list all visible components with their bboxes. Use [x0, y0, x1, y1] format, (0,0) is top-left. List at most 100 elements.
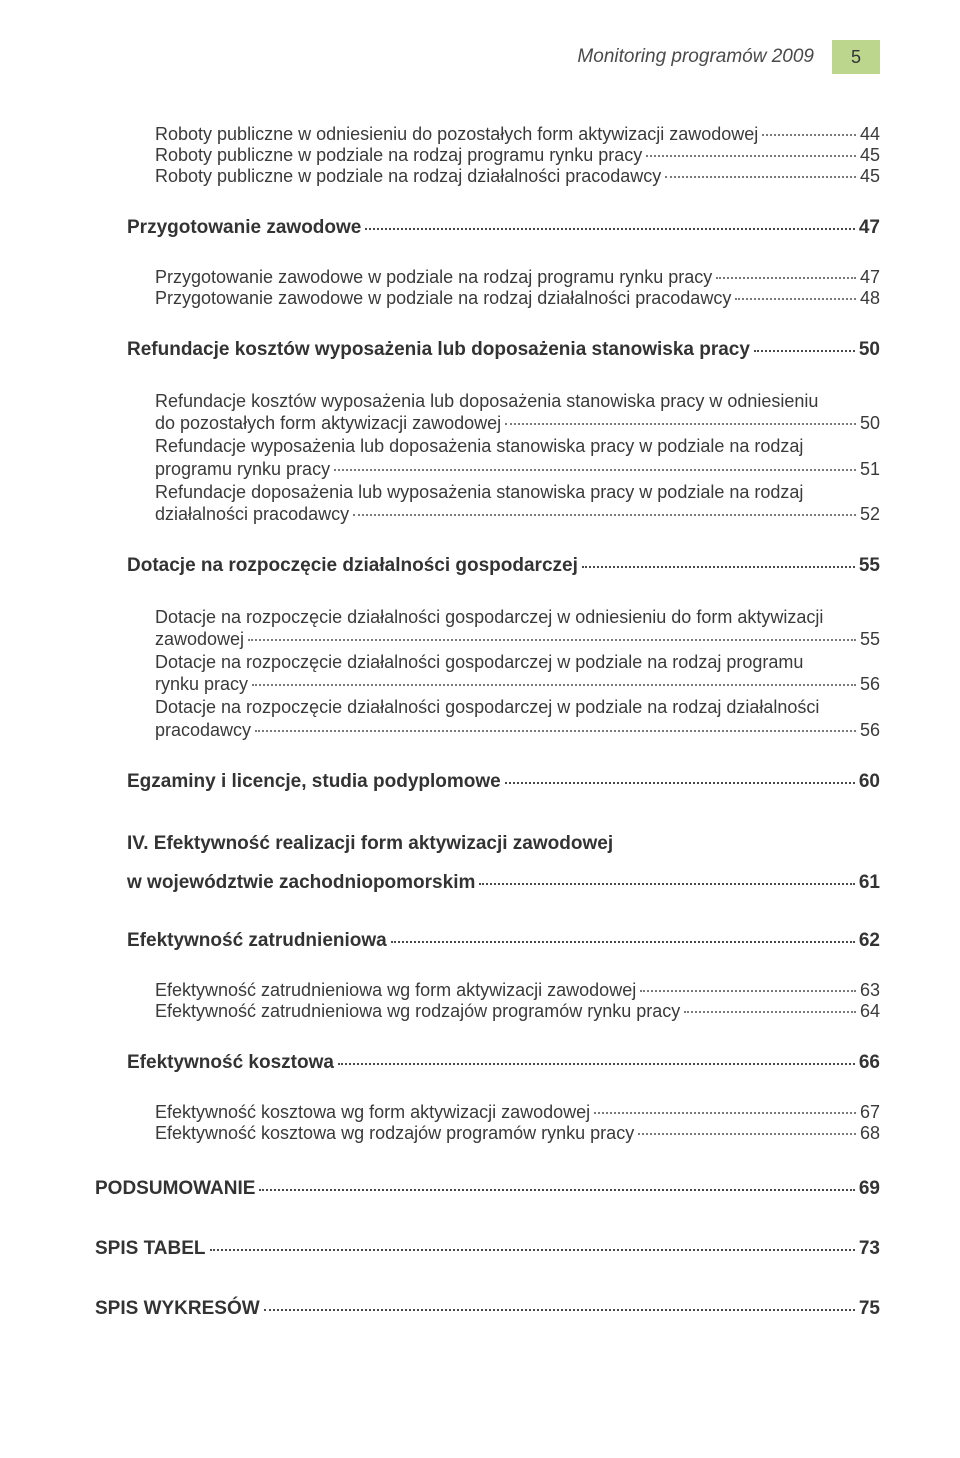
- toc-group: Refundacje kosztów wyposażenia lub dopos…: [95, 309, 880, 367]
- toc-page-number: 44: [860, 124, 880, 145]
- toc-label: Refundacje kosztów wyposażenia lub dopos…: [127, 339, 750, 361]
- toc-group: Egzaminy i licencje, studia podyplomowe 6…: [95, 741, 880, 799]
- toc-leader-dots: [210, 1249, 855, 1251]
- toc-label: programu rynku pracy: [155, 459, 330, 480]
- toc-entry: Refundacje kosztów wyposażenia lub dopos…: [155, 389, 880, 434]
- toc-label: Roboty publiczne w podziale na rodzaj pr…: [155, 145, 642, 166]
- toc-page-number: 48: [860, 288, 880, 309]
- toc-page-number: 60: [859, 771, 880, 793]
- toc-entry: Przygotowanie zawodowe w podziale na rod…: [155, 288, 880, 309]
- toc-label: działalności pracodawcy: [155, 504, 349, 525]
- toc-group: Efektywność kosztowa 66: [95, 1022, 880, 1080]
- toc-page-number: 50: [859, 339, 880, 361]
- toc-entry: Dotacje na rozpoczęcie działalności gosp…: [155, 650, 880, 695]
- toc-entry: Efektywność zatrudnieniowa wg form aktyw…: [155, 980, 880, 1001]
- toc-label: Przygotowanie zawodowe w podziale na rod…: [155, 288, 731, 309]
- toc-page-number: 73: [859, 1238, 880, 1260]
- toc-page-number: 63: [860, 980, 880, 1001]
- toc-label: Efektywność zatrudnieniowa wg form aktyw…: [155, 980, 636, 1001]
- toc-entry: Przygotowanie zawodowe w podziale na rod…: [155, 267, 880, 288]
- toc-page-number: 62: [859, 930, 880, 952]
- toc-entry: IV. Efektywność realizacji form aktywiza…: [95, 829, 880, 858]
- toc-label: Efektywność kosztowa: [127, 1052, 334, 1074]
- toc-group: Roboty publiczne w odniesieniu do pozost…: [95, 124, 880, 187]
- toc-page-number: 56: [860, 720, 880, 741]
- header-title: Monitoring programów 2009: [577, 46, 814, 68]
- toc-page-number: 45: [860, 166, 880, 187]
- toc-entry: SPIS TABEL73: [95, 1238, 880, 1260]
- toc-label: Dotacje na rozpoczęcie działalności gosp…: [155, 650, 880, 674]
- toc-entry: Efektywność kosztowa 66: [95, 1052, 880, 1074]
- toc-label: rynku pracy: [155, 674, 248, 695]
- toc-leader-dots: [665, 176, 856, 178]
- toc-entry: Roboty publiczne w odniesieniu do pozost…: [155, 124, 880, 145]
- toc-leader-dots: [248, 639, 856, 641]
- toc-entry: Dotacje na rozpoczęcie działalności gosp…: [95, 555, 880, 577]
- toc-entry: PODSUMOWANIE69: [95, 1178, 880, 1200]
- toc-label: Refundacje wyposażenia lub doposażenia s…: [155, 434, 880, 458]
- toc-page-number: 55: [859, 555, 880, 577]
- toc-leader-dots: [338, 1063, 855, 1065]
- toc-page-number: 47: [859, 217, 880, 239]
- toc-leader-dots: [391, 941, 855, 943]
- toc-leader-dots: [735, 298, 856, 300]
- toc-leader-dots: [646, 155, 856, 157]
- toc-label: Dotacje na rozpoczęcie działalności gosp…: [155, 695, 880, 719]
- toc-entry: SPIS WYKRESÓW 75: [95, 1298, 880, 1320]
- toc-leader-dots: [762, 134, 856, 136]
- toc-page-number: 75: [859, 1298, 880, 1320]
- toc-entry: Refundacje wyposażenia lub doposażenia s…: [155, 434, 880, 479]
- toc-page-number: 50: [860, 413, 880, 434]
- toc-page-number: 68: [860, 1123, 880, 1144]
- toc-label: Przygotowanie zawodowe w podziale na rod…: [155, 267, 712, 288]
- toc-entry: Efektywność zatrudnieniowa 62: [95, 930, 880, 952]
- table-of-contents: Roboty publiczne w odniesieniu do pozost…: [95, 92, 880, 1324]
- toc-leader-dots: [479, 883, 854, 885]
- toc-page-number: 67: [860, 1102, 880, 1123]
- toc-page-number: 66: [859, 1052, 880, 1074]
- toc-label: IV. Efektywność realizacji form aktywiza…: [127, 829, 880, 858]
- toc-group: Efektywność zatrudnieniowa wg form aktyw…: [95, 980, 880, 1022]
- toc-label: Dotacje na rozpoczęcie działalności gosp…: [127, 555, 578, 577]
- toc-page-number: 52: [860, 504, 880, 525]
- toc-group: Efektywność zatrudnieniowa 62: [95, 900, 880, 958]
- toc-entry: Roboty publiczne w podziale na rodzaj dz…: [155, 166, 880, 187]
- toc-label: w województwie zachodniopomorskim: [127, 872, 475, 894]
- toc-group: Przygotowanie zawodowe 47: [95, 187, 880, 245]
- toc-page-number: 69: [859, 1178, 880, 1200]
- toc-leader-dots: [252, 684, 856, 686]
- toc-group: Refundacje kosztów wyposażenia lub dopos…: [95, 389, 880, 525]
- toc-label: Efektywność kosztowa wg form aktywizacji…: [155, 1102, 590, 1123]
- toc-label: Efektywność zatrudnieniowa wg rodzajów p…: [155, 1001, 680, 1022]
- toc-entry: Refundacje doposażenia lub wyposażenia s…: [155, 480, 880, 525]
- toc-entry: Efektywność zatrudnieniowa wg rodzajów p…: [155, 1001, 880, 1022]
- toc-page-number: 55: [860, 629, 880, 650]
- toc-group: Przygotowanie zawodowe w podziale na rod…: [95, 267, 880, 309]
- toc-page-number: 45: [860, 145, 880, 166]
- document-page: Monitoring programów 2009 5 Roboty publi…: [0, 0, 960, 1458]
- toc-leader-dots: [716, 277, 856, 279]
- toc-group: IV. Efektywność realizacji form aktywiza…: [95, 799, 880, 900]
- toc-leader-dots: [365, 228, 854, 230]
- toc-label: Przygotowanie zawodowe: [127, 217, 361, 239]
- toc-label: Roboty publiczne w odniesieniu do pozost…: [155, 124, 758, 145]
- toc-label: Egzaminy i licencje, studia podyplomowe: [127, 771, 501, 793]
- toc-label: Efektywność zatrudnieniowa: [127, 930, 387, 952]
- toc-label: Dotacje na rozpoczęcie działalności gosp…: [155, 605, 880, 629]
- toc-label: Efektywność kosztowa wg rodzajów program…: [155, 1123, 634, 1144]
- toc-entry: Refundacje kosztów wyposażenia lub dopos…: [95, 339, 880, 361]
- toc-leader-dots: [640, 990, 856, 992]
- toc-leader-dots: [582, 566, 855, 568]
- toc-group: Dotacje na rozpoczęcie działalności gosp…: [95, 605, 880, 741]
- toc-label: Refundacje doposażenia lub wyposażenia s…: [155, 480, 880, 504]
- toc-leader-dots: [638, 1133, 856, 1135]
- toc-entry: w województwie zachodniopomorskim61: [95, 872, 880, 894]
- toc-label: SPIS WYKRESÓW: [95, 1298, 260, 1320]
- toc-group: SPIS TABEL73 SPIS WYKRESÓW 75: [95, 1204, 880, 1324]
- page-number-badge: 5: [832, 40, 880, 74]
- toc-page-number: 64: [860, 1001, 880, 1022]
- toc-label: Roboty publiczne w podziale na rodzaj dz…: [155, 166, 661, 187]
- toc-label: zawodowej: [155, 629, 244, 650]
- toc-label: pracodawcy: [155, 720, 251, 741]
- toc-group: Dotacje na rozpoczęcie działalności gosp…: [95, 525, 880, 583]
